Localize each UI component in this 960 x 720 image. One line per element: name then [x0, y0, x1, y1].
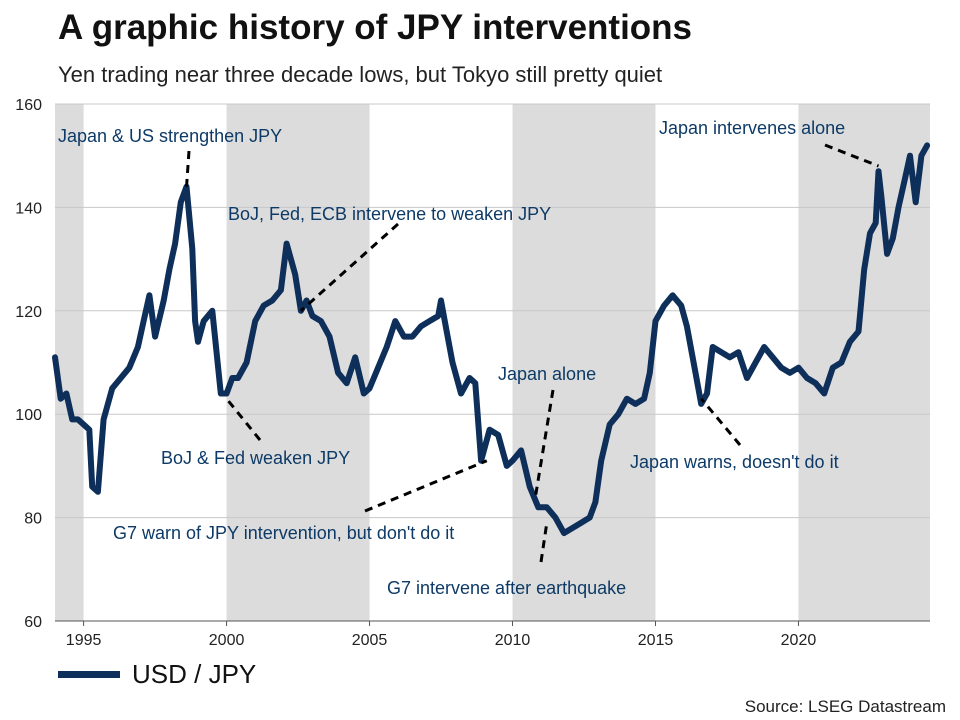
annotation-label-0: Japan & US strengthen JPY [58, 126, 282, 146]
series-group [52, 142, 931, 537]
x-tick-label-2005: 2005 [352, 632, 388, 649]
annotation-label-1: BoJ, Fed, ECB intervene to weaken JPY [228, 204, 551, 224]
shaded-period-group [55, 104, 930, 621]
shaded-period-0 [55, 104, 84, 621]
series-line-usd-jpy [52, 142, 931, 537]
chart-subtitle: Yen trading near three decade lows, but … [58, 62, 663, 87]
x-tick-label-2020: 2020 [781, 632, 817, 649]
legend: USD / JPY [58, 658, 256, 690]
y-tick-label-140: 140 [15, 200, 42, 217]
x-tick-label-1995: 1995 [66, 632, 102, 649]
y-tick-label-160: 160 [15, 97, 42, 114]
x-tick-label-2015: 2015 [638, 632, 674, 649]
annotation-leader-5 [539, 522, 549, 563]
legend-label-usd-jpy: USD / JPY [132, 658, 257, 689]
shaded-period-1 [226, 104, 370, 621]
shaded-period-2 [512, 104, 656, 621]
annotation-leader-1 [299, 222, 399, 312]
x-tick-label-2000: 2000 [209, 632, 245, 649]
annotation-leader-3 [533, 389, 555, 498]
legend-swatch-usd-jpy [58, 670, 120, 678]
annotation-label-4: G7 warn of JPY intervention, but don't d… [113, 523, 454, 543]
annotation-label-5: G7 intervene after earthquake [387, 578, 626, 598]
y-tick-label-120: 120 [15, 304, 42, 321]
y-tick-label-100: 100 [15, 407, 42, 424]
y-tick-label-80: 80 [24, 511, 42, 528]
annotation-group: Japan & US strengthen JPY BoJ, Fed, ECB i… [58, 118, 845, 598]
x-tick-label-2010: 2010 [495, 632, 531, 649]
annotation-leader-group [185, 143, 880, 563]
annotation-label-6: Japan warns, doesn't do it [630, 452, 839, 472]
annotation-leader-0 [185, 150, 191, 187]
shaded-period-3 [798, 104, 930, 621]
annotation-leader-4 [364, 459, 488, 513]
annotation-label-2: BoJ & Fed weaken JPY [161, 448, 350, 468]
source-note: Source: LSEG Datastream [744, 697, 946, 716]
y-axis: 60 80 100 120 140 160 [15, 97, 42, 631]
x-axis: 1995 2000 2005 2010 2015 2020 [55, 620, 930, 649]
annotation-leader-6 [700, 397, 742, 446]
chart-title: A graphic history of JPY interventions [58, 8, 693, 47]
annotation-label-7: Japan intervenes alone [659, 118, 845, 138]
annotation-label-3: Japan alone [498, 364, 596, 384]
annotation-leader-2 [225, 397, 262, 441]
annotation-leader-7 [824, 143, 880, 168]
y-tick-label-60: 60 [24, 614, 42, 631]
